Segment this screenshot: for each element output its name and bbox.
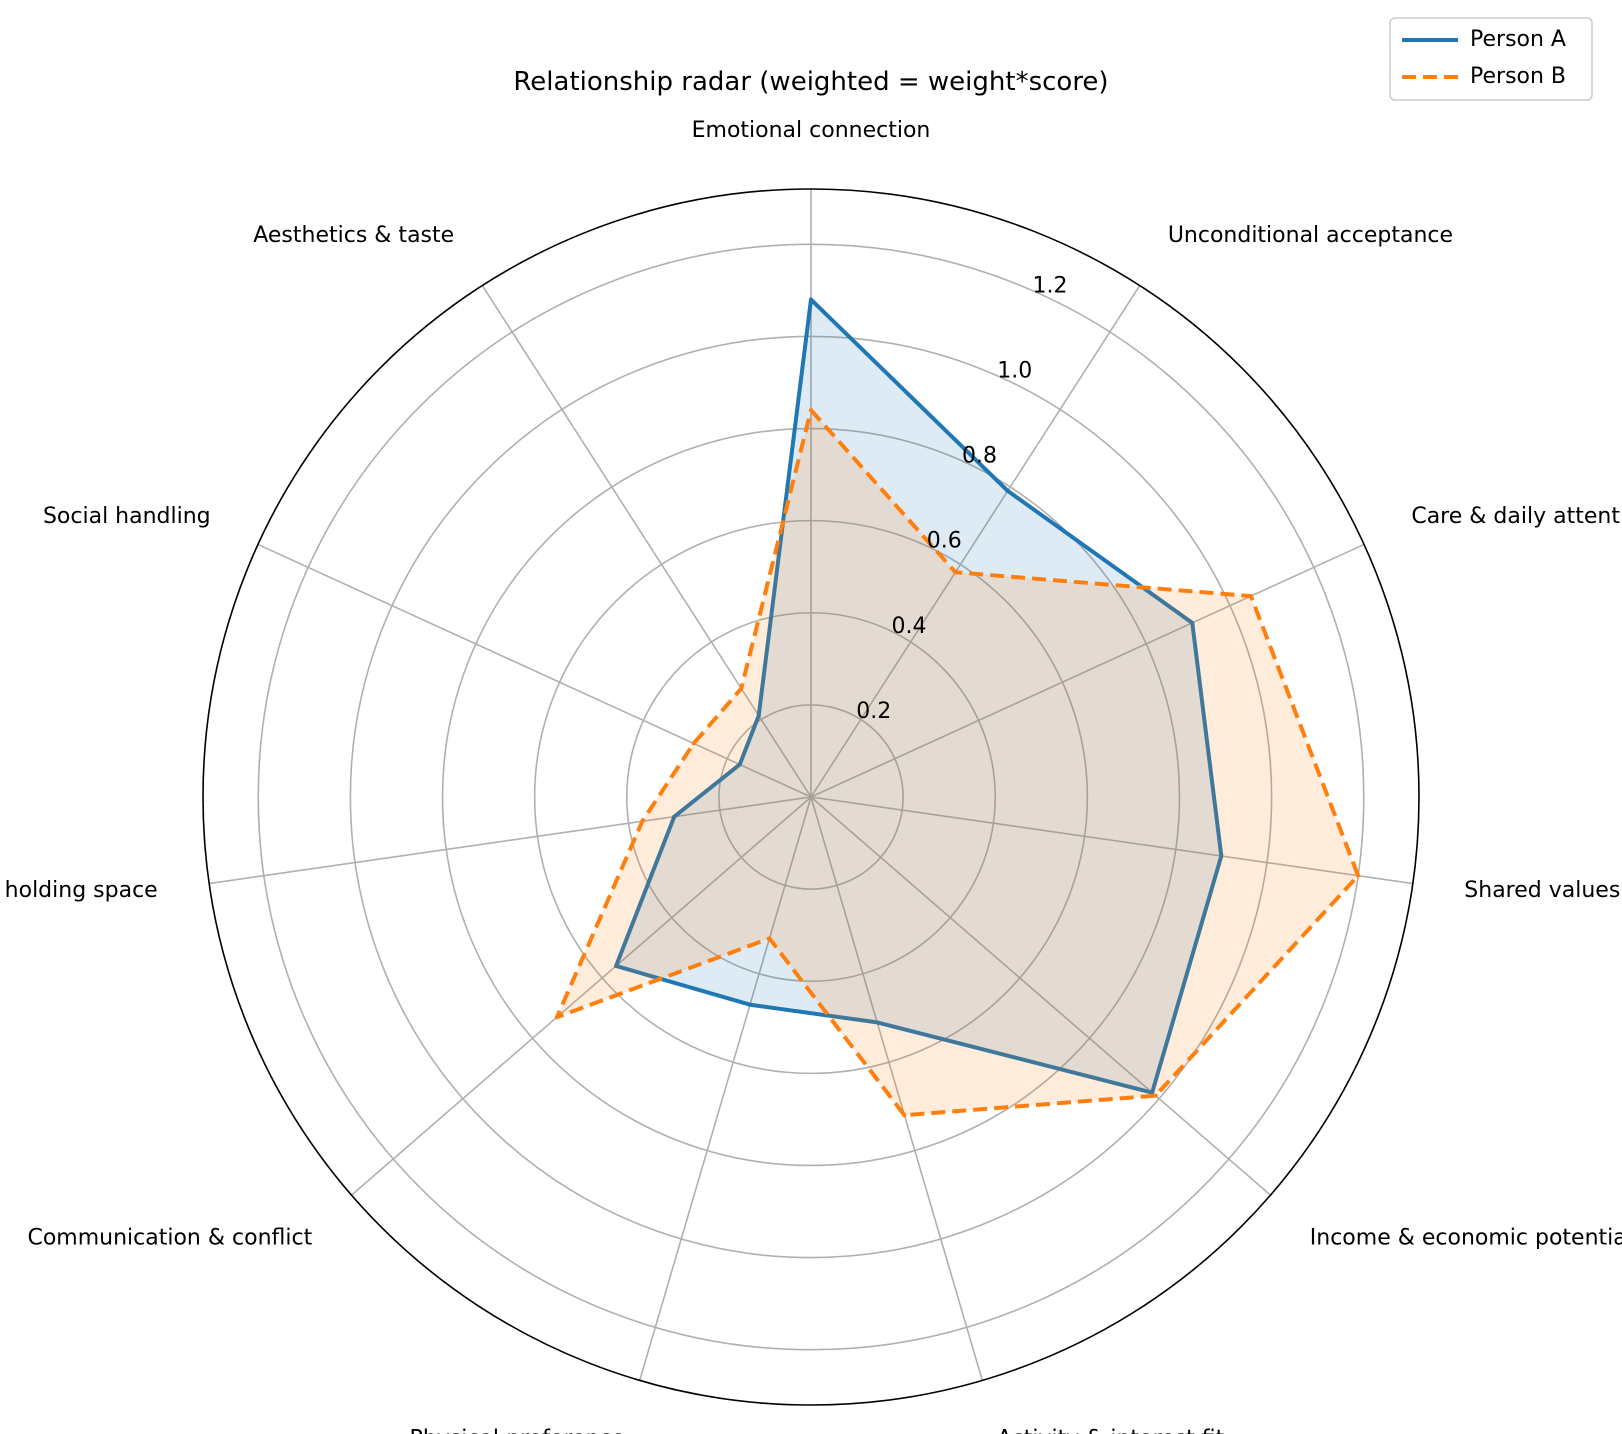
- series-1-point-3: [1190, 620, 1195, 625]
- series-2-point-9: [640, 819, 645, 824]
- series-2-point-8: [554, 1015, 559, 1020]
- chart-title: Relationship radar (weighted = weight*sc…: [513, 67, 1108, 97]
- tick-label-4: 0.8: [962, 444, 997, 469]
- axis-label-9: Patience & holding space: [0, 878, 158, 903]
- series-2-point-11: [739, 686, 744, 691]
- spoke-4: [810, 796, 1413, 885]
- legend-label-2: Person B: [1470, 64, 1566, 89]
- series-2-point-5: [1153, 1093, 1158, 1098]
- series-fill-1: [616, 299, 1222, 1093]
- series-1-point-9: [672, 814, 677, 819]
- series-2-point-7: [767, 936, 772, 941]
- legend-label-1: Person A: [1470, 27, 1566, 52]
- spoke-10: [257, 543, 812, 798]
- series-fill-2: [556, 410, 1359, 1116]
- spoke-7: [638, 796, 812, 1381]
- tick-label-6: 1.2: [1033, 273, 1068, 298]
- axis-label-3: Care & daily attentiveness: [1411, 504, 1622, 529]
- axis-label-6: Activity & interest fit: [997, 1426, 1225, 1434]
- series-line-2: [554, 408, 1361, 1118]
- series-layer: [554, 297, 1361, 1118]
- tick-label-5: 1.0: [997, 358, 1032, 383]
- spoke-6: [810, 796, 984, 1381]
- series-1-point-7: [748, 1002, 753, 1007]
- series-1-point-5: [1150, 1090, 1155, 1095]
- series-1-point-1: [809, 297, 813, 302]
- axis-label-10: Social handling: [43, 504, 211, 529]
- axis-label-4: Shared values & life goals: [1464, 878, 1622, 903]
- series-2-point-10: [691, 741, 696, 746]
- axis-label-1: Emotional connection: [692, 118, 931, 143]
- spoke-5: [810, 796, 1272, 1196]
- radial-tick-labels: 0.2 0.4 0.6 0.8 1.0 1.2: [856, 273, 1067, 724]
- axis-label-5: Income & economic potential: [1310, 1225, 1622, 1250]
- axis-label-8: Communication & conflict: [27, 1225, 312, 1250]
- series-1-point-11: [756, 713, 761, 718]
- spoke-8: [350, 796, 812, 1196]
- series-2-point-4: [1356, 873, 1361, 878]
- tick-label-3: 0.6: [927, 529, 962, 554]
- series-1-point-4: [1219, 853, 1224, 858]
- spoke-2: [810, 285, 1141, 798]
- spoke-3: [810, 543, 1365, 798]
- series-1-point-6: [875, 1020, 880, 1025]
- series-2-point-3: [1248, 594, 1253, 599]
- axis-label-7: Physical preference: [410, 1426, 626, 1434]
- series-2-point-2: [953, 570, 958, 575]
- spoke-11: [481, 285, 812, 798]
- spoke-9: [209, 796, 812, 885]
- radial-grid: [202, 188, 1420, 1406]
- series-1-point-8: [614, 963, 619, 968]
- axis-labels: Emotional connection Unconditional accept…: [0, 118, 1622, 1434]
- tick-label-1: 0.2: [856, 699, 891, 724]
- series-1-point-2: [1005, 488, 1010, 493]
- series-2-point-1: [809, 408, 813, 413]
- tick-label-2: 0.4: [892, 614, 927, 639]
- legend: Person A Person B: [1389, 17, 1593, 101]
- series-1-point-10: [737, 762, 742, 767]
- outer-ring: [202, 188, 1420, 1406]
- axis-label-11: Aesthetics & taste: [253, 223, 454, 248]
- axis-label-2: Unconditional acceptance: [1168, 223, 1453, 248]
- series-line-1: [614, 297, 1224, 1095]
- series-2-point-6: [902, 1113, 907, 1118]
